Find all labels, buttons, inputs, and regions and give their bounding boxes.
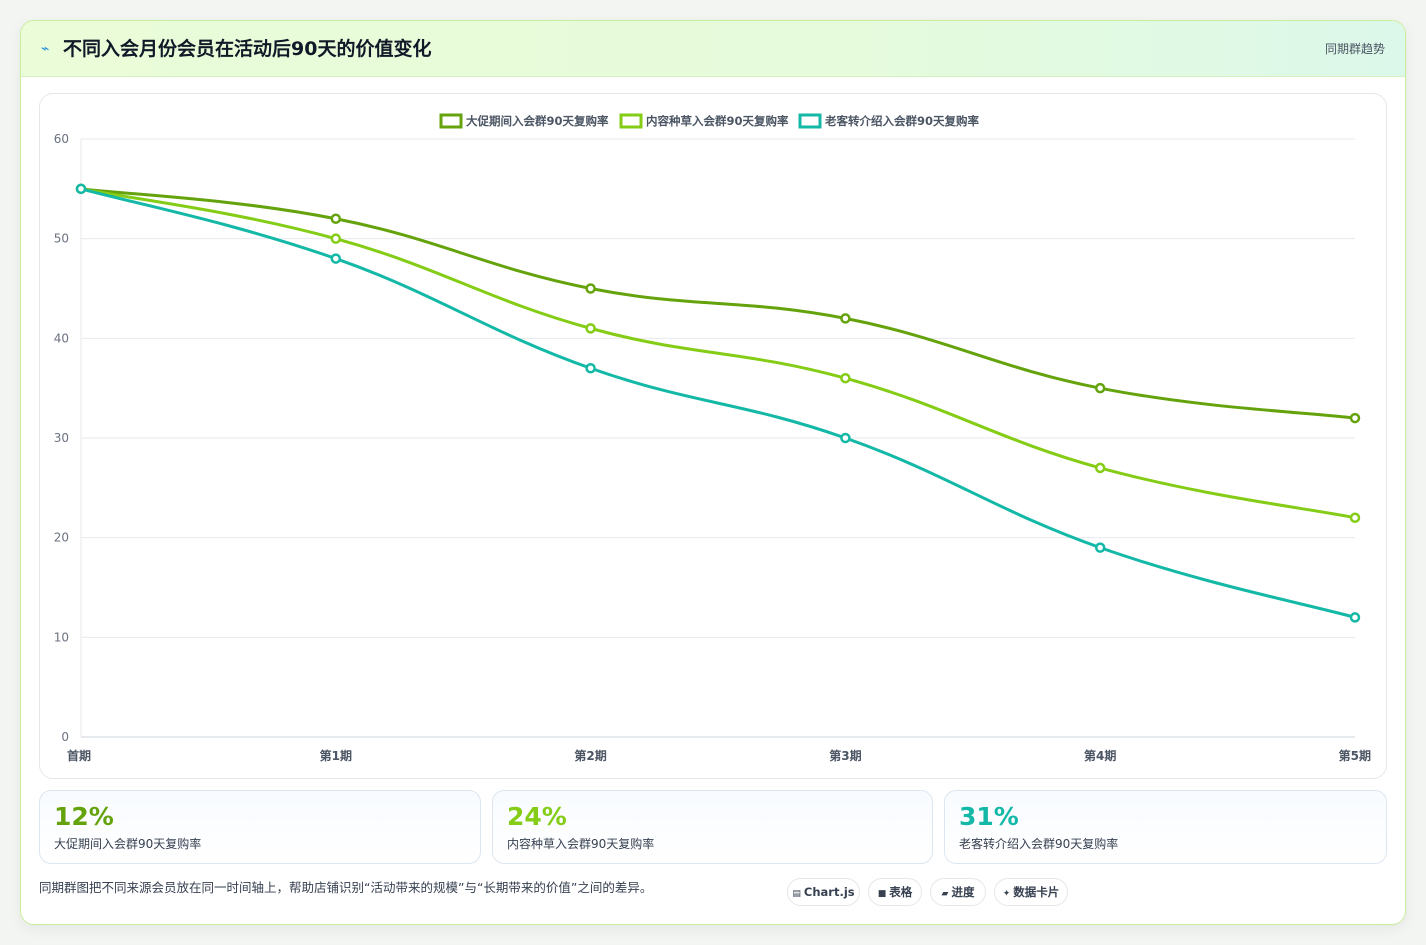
chart-icon: ▤ bbox=[792, 889, 801, 899]
chip-label: 表格 bbox=[889, 885, 913, 899]
cohort-card: ⌁ 不同入会月份会员在活动后90天的价值变化 同期群趋势 0 10 20 30 40 50… bbox=[20, 20, 1406, 925]
table-icon: ■ bbox=[877, 889, 887, 899]
legend-label: 大促期间入会群90天复购率 bbox=[466, 114, 609, 128]
chip-label: 数据卡片 bbox=[1013, 885, 1060, 899]
y-tick-label: 0 bbox=[61, 730, 69, 744]
stat-label: 内容种草入会群90天复购率 bbox=[507, 837, 655, 851]
y-tick-label: 20 bbox=[54, 531, 69, 545]
stat-card-content: 24% 内容种草入会群90天复购率 bbox=[492, 790, 933, 864]
data-point bbox=[585, 362, 596, 374]
chip-chartjs[interactable]: ▤ Chart.js bbox=[787, 878, 860, 906]
y-tick-label: 30 bbox=[54, 431, 69, 445]
y-tick-label: 10 bbox=[54, 630, 69, 644]
data-point bbox=[75, 183, 87, 195]
legend-label: 内容种草入会群90天复购率 bbox=[646, 114, 789, 128]
y-tick-label: 40 bbox=[54, 331, 69, 345]
data-point bbox=[840, 313, 851, 324]
series-line-2 bbox=[80, 187, 1356, 619]
data-point bbox=[840, 372, 851, 384]
data-point bbox=[1349, 612, 1361, 623]
stat-value: 24% bbox=[507, 802, 567, 831]
chip-progress[interactable]: ▰ 进度 bbox=[930, 878, 986, 906]
chip-datacard[interactable]: ✦ 数据卡片 bbox=[994, 878, 1068, 906]
data-point bbox=[1349, 512, 1361, 523]
card-icon: ✦ bbox=[1002, 889, 1011, 899]
line-chart: 0 10 20 30 40 50 60 首期 第1期 第2期 第3期 第4期 第5期 大促期间入会群90天… bbox=[54, 113, 1371, 763]
legend-swatch bbox=[619, 113, 643, 129]
card-title: 不同入会月份会员在活动后90天的价值变化 bbox=[63, 38, 432, 60]
card-header: ⌁ 不同入会月份会员在活动后90天的价值变化 同期群趋势 bbox=[21, 21, 1405, 77]
stat-label: 大促期间入会群90天复购率 bbox=[54, 837, 202, 851]
footer-note: 同期群图把不同来源会员放在同一时间轴上，帮助店铺识别“活动带来的规模”与“长期带… bbox=[39, 880, 653, 895]
legend-label: 老客转介绍入会群90天复购率 bbox=[824, 114, 980, 128]
data-point bbox=[330, 233, 342, 244]
x-tick-label: 第1期 bbox=[320, 748, 352, 763]
data-point bbox=[1349, 412, 1361, 424]
x-tick-label: 第5期 bbox=[1339, 748, 1371, 763]
chart-container: 0 10 20 30 40 50 60 首期 第1期 第2期 第3期 第4期 第5期 大促期间入会群90天… bbox=[39, 93, 1387, 779]
data-point bbox=[585, 283, 596, 294]
y-tick-label: 50 bbox=[54, 232, 69, 246]
chart-line-icon: ⌁ bbox=[41, 41, 50, 57]
data-point bbox=[1094, 542, 1106, 553]
chip-table[interactable]: ■ 表格 bbox=[868, 878, 922, 906]
x-tick-label: 第3期 bbox=[829, 748, 861, 763]
stat-value: 31% bbox=[959, 802, 1019, 831]
stat-label: 老客转介绍入会群90天复购率 bbox=[959, 837, 1119, 851]
stat-card-promo: 12% 大促期间入会群90天复购率 bbox=[39, 790, 481, 864]
x-tick-label: 首期 bbox=[67, 748, 91, 763]
legend-swatch bbox=[798, 113, 822, 129]
x-tick-label: 第2期 bbox=[574, 748, 606, 763]
data-point bbox=[330, 253, 342, 264]
legend-swatch bbox=[439, 113, 463, 129]
data-point bbox=[585, 323, 596, 334]
series-line-0 bbox=[80, 187, 1356, 420]
series-line-1 bbox=[80, 187, 1356, 520]
stat-value: 12% bbox=[54, 802, 114, 831]
y-tick-label: 60 bbox=[54, 132, 69, 146]
progress-icon: ▰ bbox=[941, 889, 949, 899]
stat-card-referral: 31% 老客转介绍入会群90天复购率 bbox=[944, 790, 1387, 864]
chip-label: Chart.js bbox=[803, 885, 855, 899]
x-tick-label: 第4期 bbox=[1084, 748, 1116, 763]
data-point bbox=[840, 432, 851, 444]
data-point bbox=[1094, 382, 1106, 394]
header-tag: 同期群趋势 bbox=[1324, 42, 1385, 56]
data-point bbox=[330, 213, 342, 224]
chip-label: 进度 bbox=[951, 885, 975, 899]
data-point bbox=[1094, 462, 1106, 474]
